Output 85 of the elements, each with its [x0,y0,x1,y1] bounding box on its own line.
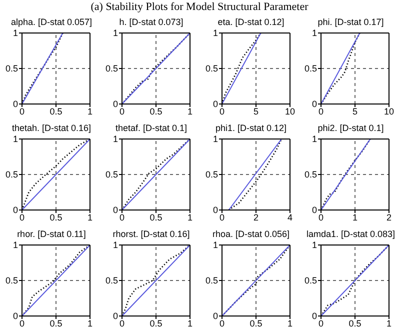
x-tick-label: 0 [119,212,124,222]
y-tick-label: 0.5 [204,170,218,180]
x-tick-label: 1 [386,318,392,328]
y-tick-label: 0.5 [105,64,118,74]
y-tick-label: 0 [112,205,118,216]
x-tick-label: 0 [318,212,324,222]
y-tick-label: 0 [12,205,18,216]
x-tick-label: 0 [218,106,224,116]
x-tick-label: 0 [119,318,124,328]
x-tick-label: 1 [352,212,358,222]
x-tick-label: 1 [187,318,192,328]
x-tick-label: 0.5 [149,212,162,222]
y-tick-label: 1 [312,134,318,144]
y-tick-label: 0.5 [204,276,218,286]
x-tick-label: 10 [284,106,295,116]
y-tick-label: 1 [12,240,18,250]
x-tick-label: 1 [87,212,93,222]
y-tick-label: 1 [12,134,18,144]
chart-title: eta. [D-stat 0.12] [216,16,286,28]
chart-title: thetaf. [D-stat 0.1] [114,122,188,134]
x-tick-label: 0.5 [149,106,162,116]
y-tick-label: 0 [212,205,218,216]
y-tick-label: 0 [312,99,318,110]
x-tick-label: 0.5 [50,106,62,116]
x-tick-label: 2 [386,212,392,222]
y-tick-label: 0.5 [5,170,18,180]
x-tick-label: 4 [286,212,292,222]
y-tick-label: 0 [212,99,218,110]
y-tick-label: 0 [112,99,118,110]
x-tick-label: 0.5 [50,212,62,222]
y-tick-label: 0.5 [5,276,18,286]
y-tick-label: 0 [212,311,218,322]
y-tick-label: 0 [312,205,318,216]
y-tick-label: 1 [212,134,218,144]
x-tick-label: 0 [218,318,224,328]
y-tick-label: 1 [212,240,218,250]
y-tick-label: 1 [112,240,118,250]
y-tick-label: 1 [312,240,318,250]
x-tick-label: 1 [286,318,292,328]
y-tick-label: 0.5 [304,64,318,74]
y-tick-label: 0 [12,311,18,322]
chart-title: phi. [D-stat 0.17] [316,16,385,28]
x-tick-label: 1 [87,318,93,328]
y-tick-label: 0.5 [105,170,118,180]
x-tick-label: 10 [384,106,394,116]
x-tick-label: 5 [352,106,358,116]
x-tick-label: 0 [318,318,324,328]
chart-title: lamda1. [D-stat 0.083] [305,228,396,240]
y-tick-label: 0.5 [5,64,18,74]
x-tick-label: 2 [252,212,258,222]
y-tick-label: 0 [312,311,318,322]
y-tick-label: 1 [12,28,18,38]
x-tick-label: 1 [187,106,192,116]
chart-title: phi1. [D-stat 0.12] [214,122,288,134]
chart-title: rhorst. [D-stat 0.16] [112,228,191,240]
x-tick-label: 0 [318,106,324,116]
x-tick-label: 0 [19,212,25,222]
y-tick-label: 1 [212,28,218,38]
x-tick-label: 0.5 [348,318,362,328]
x-tick-label: 5 [252,106,258,116]
x-tick-label: 0 [19,318,25,328]
y-tick-label: 0.5 [304,170,318,180]
chart-title: phi2. [D-stat 0.1] [316,122,385,134]
chart-title: rhor. [D-stat 0.11] [16,228,87,240]
x-tick-label: 0.5 [249,318,262,328]
y-tick-label: 1 [312,28,318,38]
text: (a) Stability Plots for Model Structural Parameter [90,0,310,14]
y-tick-label: 0 [12,99,18,110]
y-tick-label: 0.5 [204,64,218,74]
chart-title: rhoa. [D-stat 0.056] [211,228,291,240]
x-tick-label: 0.5 [149,318,162,328]
x-tick-label: 1 [87,106,93,116]
chart-title: h. [D-stat 0.073] [118,16,184,28]
chart-title: alpha. [D-stat 0.057] [10,16,94,28]
x-tick-label: 1 [187,212,192,222]
y-tick-label: 1 [112,134,118,144]
y-tick-label: 0.5 [105,276,118,286]
y-tick-label: 0 [112,311,118,322]
y-tick-label: 0.5 [304,276,318,286]
x-tick-label: 0 [218,212,224,222]
x-tick-label: 0 [19,106,25,116]
chart-title: thetah. [D-stat 0.16] [10,122,92,134]
x-tick-label: 0 [119,106,124,116]
x-tick-label: 0.5 [50,318,62,328]
y-tick-label: 1 [112,28,118,38]
